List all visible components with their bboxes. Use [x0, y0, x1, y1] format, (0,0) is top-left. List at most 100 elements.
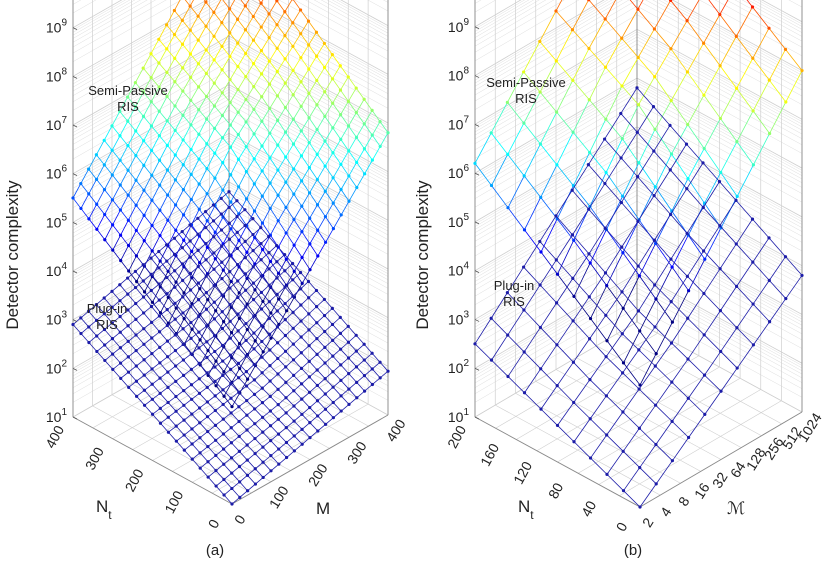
surface-point	[95, 202, 99, 206]
panel-b-ztick-label: 108	[448, 66, 470, 84]
surface-mesh-line	[372, 377, 381, 385]
surface-point	[126, 144, 130, 148]
panel-a-gridline-z	[72, 0, 389, 88]
surface-mesh-line	[128, 350, 137, 358]
surface-mesh-line	[317, 400, 326, 410]
surface-mesh-line	[589, 395, 607, 420]
surface-point	[554, 258, 558, 262]
panel-b-gridline-z	[474, 0, 803, 87]
surface-point	[221, 373, 225, 377]
surface-mesh-line	[213, 245, 222, 254]
surface-point	[150, 148, 154, 153]
surface-point	[244, 338, 248, 343]
surface-point	[331, 126, 335, 130]
surface-point	[291, 358, 296, 362]
surface-point	[291, 278, 295, 282]
surface-point	[102, 327, 107, 332]
surface-mesh-line	[622, 388, 640, 413]
surface-mesh-line	[239, 459, 248, 467]
surface-point	[141, 263, 145, 267]
surface-mesh-line	[301, 407, 310, 415]
surface-point	[386, 131, 390, 135]
surface-mesh-line	[669, 169, 688, 189]
surface-mesh-line	[254, 289, 264, 302]
surface-point	[620, 137, 624, 141]
surface-point	[587, 207, 591, 211]
surface-mesh-line	[198, 49, 207, 64]
surface-mesh-line	[371, 134, 381, 147]
surface-mesh-line	[719, 243, 737, 269]
surface-mesh-line	[269, 333, 278, 344]
surface-point	[538, 90, 542, 94]
surface-mesh-line	[260, 268, 270, 277]
surface-point	[339, 162, 343, 166]
surface-mesh-line	[127, 325, 137, 336]
surface-mesh-line	[230, 186, 239, 203]
surface-mesh-line	[142, 53, 152, 69]
surface-point	[284, 365, 288, 369]
surface-mesh-line	[622, 451, 640, 468]
surface-mesh-line	[183, 353, 192, 361]
surface-mesh-line	[261, 96, 270, 109]
surface-point	[222, 320, 226, 324]
surface-mesh-line	[638, 76, 656, 105]
surface-point	[182, 433, 186, 437]
surface-point	[261, 475, 265, 480]
surface-point	[587, 0, 591, 2]
surface-point	[196, 85, 201, 89]
surface-point	[237, 185, 241, 189]
surface-point	[339, 409, 343, 413]
surface-mesh-line	[112, 362, 121, 370]
surface-mesh-line	[332, 164, 342, 178]
surface-point	[149, 52, 153, 56]
surface-mesh-line	[474, 132, 492, 164]
surface-point	[588, 316, 593, 321]
surface-point	[331, 227, 335, 231]
surface-mesh-line	[606, 252, 624, 286]
surface-point	[166, 385, 170, 389]
panel-a-ztick-mark	[72, 27, 78, 31]
surface-mesh-line	[207, 410, 216, 417]
surface-mesh-line	[238, 400, 247, 408]
surface-mesh-line	[753, 321, 770, 346]
surface-mesh-line	[324, 371, 334, 379]
surface-mesh-line	[237, 290, 246, 298]
surface-point	[292, 373, 296, 377]
surface-point	[150, 223, 154, 228]
surface-mesh-line	[152, 393, 161, 400]
panel-b-plugin-label-1: Plug-in	[494, 278, 534, 293]
surface-point	[587, 46, 591, 51]
surface-mesh-line	[293, 168, 302, 182]
surface-mesh-line	[199, 387, 208, 394]
surface-mesh-line	[238, 385, 247, 393]
surface-mesh-line	[183, 199, 192, 216]
surface-mesh-line	[325, 228, 334, 243]
surface-point	[230, 471, 234, 475]
surface-mesh-line	[285, 382, 295, 392]
surface-point	[555, 110, 559, 114]
surface-mesh-line	[703, 293, 721, 311]
surface-point	[603, 65, 608, 69]
surface-point	[322, 65, 327, 70]
surface-mesh-line	[556, 132, 574, 165]
surface-point	[522, 121, 526, 125]
surface-mesh-line	[184, 0, 191, 7]
surface-point	[291, 142, 296, 146]
surface-point	[182, 317, 186, 321]
surface-mesh-line	[237, 111, 247, 123]
surface-mesh-line	[237, 264, 246, 275]
surface-mesh-line	[205, 211, 214, 222]
surface-mesh-line	[277, 358, 286, 368]
surface-mesh-line	[199, 314, 209, 326]
surface-mesh-line	[671, 153, 689, 179]
surface-mesh-line	[604, 18, 623, 39]
surface-point	[189, 383, 194, 387]
surface-mesh-line	[573, 152, 590, 186]
surface-mesh-line	[285, 131, 294, 145]
surface-point	[686, 122, 690, 127]
surface-point	[261, 415, 265, 419]
surface-mesh-line	[207, 232, 216, 248]
surface-mesh-line	[573, 240, 591, 264]
surface-mesh-line	[261, 121, 271, 134]
surface-mesh-line	[325, 408, 334, 418]
